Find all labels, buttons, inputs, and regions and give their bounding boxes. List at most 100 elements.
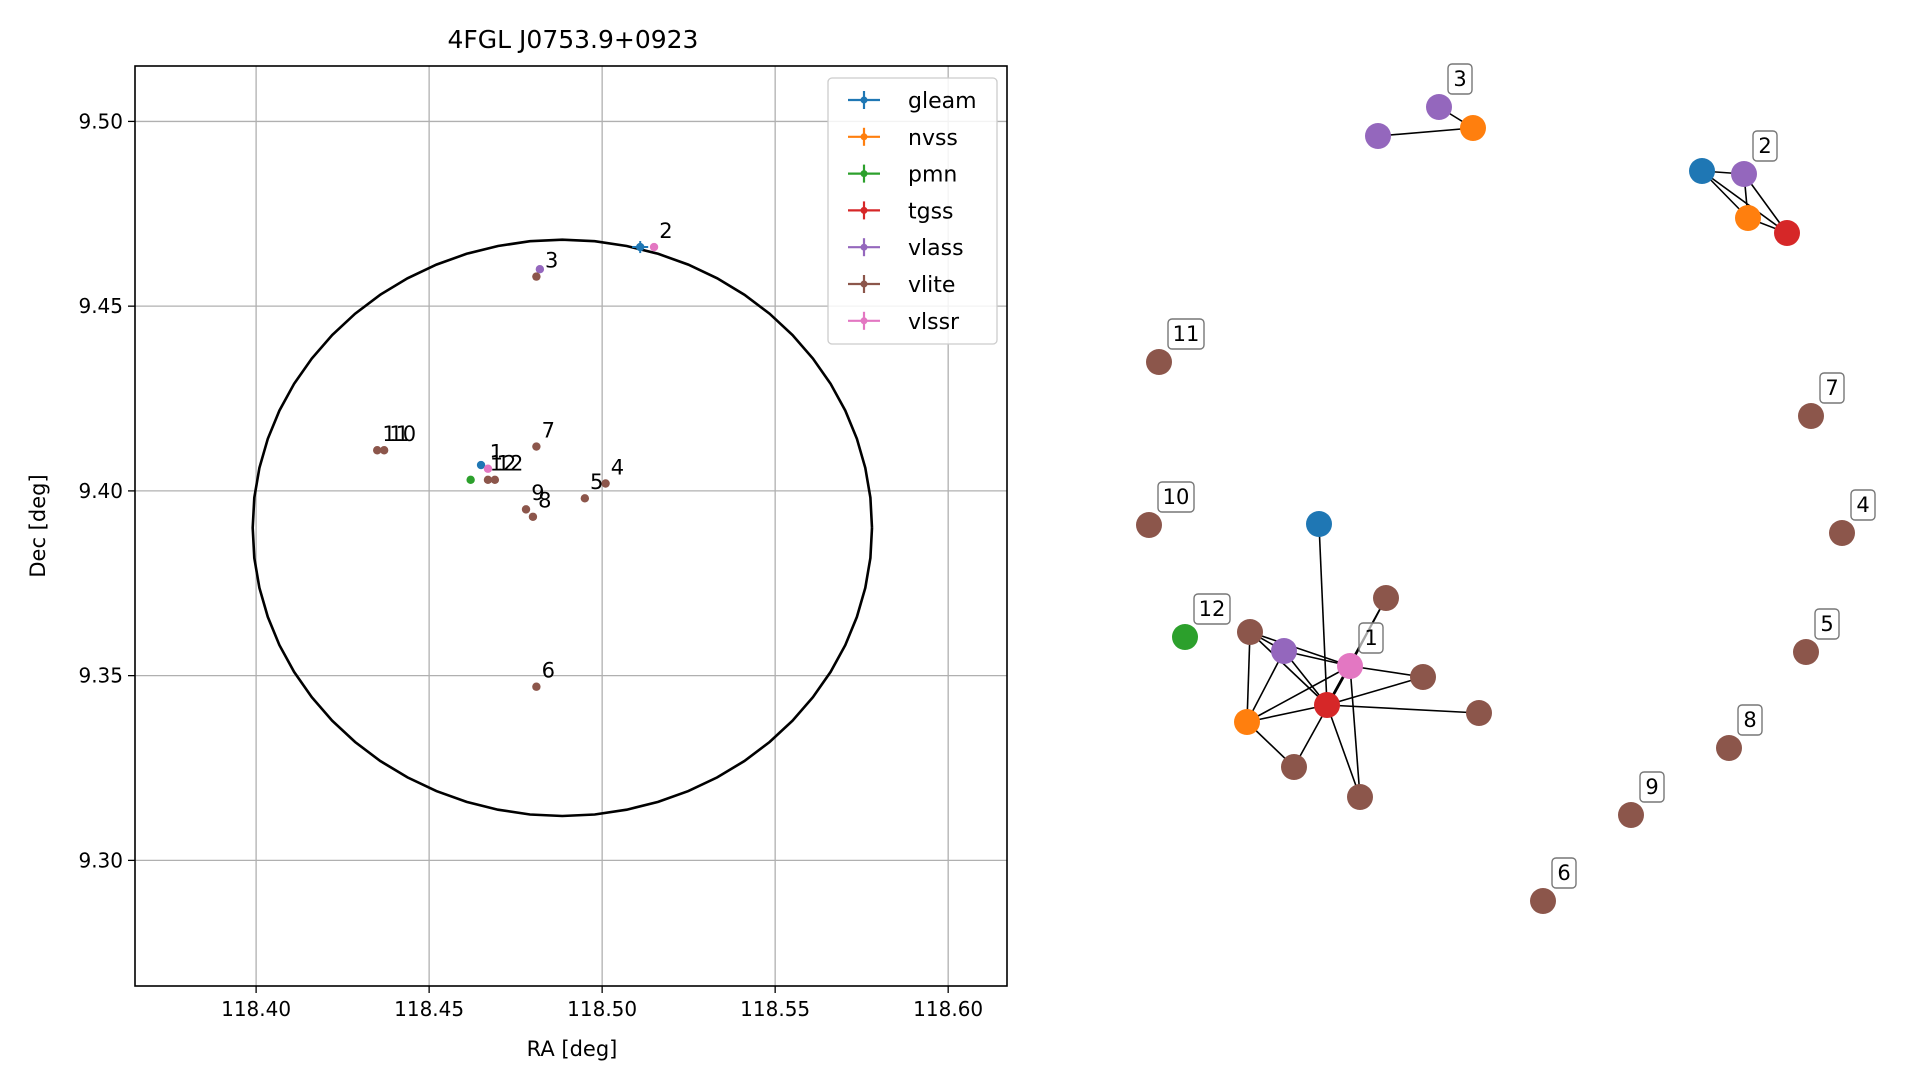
source-points-layer bbox=[373, 241, 659, 691]
point-vlite bbox=[483, 475, 493, 485]
point-vlite bbox=[521, 505, 531, 514]
legend-item-nvss: nvss bbox=[848, 126, 958, 151]
legend-box bbox=[827, 77, 998, 345]
network-label-box bbox=[1551, 857, 1577, 889]
point-gleam bbox=[476, 460, 486, 470]
network-edge bbox=[1318, 523, 1328, 706]
network-edge bbox=[1249, 631, 1351, 667]
point-label: 8 bbox=[538, 489, 551, 513]
network-edge bbox=[1349, 665, 1361, 798]
legend-swatch-vlite bbox=[860, 280, 868, 288]
network-label-text: 8 bbox=[1743, 708, 1756, 732]
network-node-vlite bbox=[1829, 520, 1855, 546]
point-vlite bbox=[532, 442, 541, 451]
network-node-nvss bbox=[1460, 115, 1486, 141]
network-edge bbox=[1246, 650, 1285, 723]
point-vlssr bbox=[483, 464, 493, 473]
network-label-box bbox=[1358, 622, 1384, 654]
point-vlite bbox=[528, 512, 538, 521]
legend-item-vlssr: vlssr bbox=[848, 310, 960, 335]
point-label: 7 bbox=[542, 418, 555, 442]
network-node-label: 11 bbox=[1167, 318, 1205, 350]
network-node-vlite bbox=[1281, 754, 1307, 780]
network-node-vlass bbox=[1731, 161, 1757, 187]
network-edge bbox=[1701, 170, 1788, 234]
x-tick-label: 118.60 bbox=[913, 997, 983, 1021]
legend-label-tgss: tgss bbox=[908, 199, 954, 224]
x-tick-label: 118.55 bbox=[740, 997, 810, 1021]
legend-swatch-gleam bbox=[860, 96, 868, 104]
legend-swatch-pmn bbox=[860, 170, 868, 178]
network-node-tgss bbox=[1314, 692, 1340, 718]
point-pmn bbox=[466, 475, 475, 485]
x-tick-label: 118.40 bbox=[221, 997, 291, 1021]
point-vlssr bbox=[649, 242, 659, 252]
legend-label-vlssr: vlssr bbox=[908, 310, 960, 335]
point-vlite bbox=[532, 682, 541, 691]
point-vlass bbox=[535, 265, 545, 274]
network-label-box bbox=[1639, 771, 1665, 803]
network-edge bbox=[1246, 665, 1351, 723]
network-label-box bbox=[1447, 63, 1473, 95]
network-label-text: 10 bbox=[1163, 485, 1190, 509]
point-label: 11 bbox=[382, 422, 409, 446]
position-ellipse-layer bbox=[251, 238, 874, 818]
network-node-vlite bbox=[1716, 735, 1742, 761]
legend-swatch-tgss bbox=[860, 206, 868, 214]
point-label: 6 bbox=[542, 658, 555, 682]
network-label-box bbox=[1193, 593, 1231, 625]
network-label-text: 3 bbox=[1453, 67, 1466, 91]
point-label: 12 bbox=[497, 452, 524, 476]
network-node-vlite bbox=[1793, 639, 1819, 665]
y-tick-label: 9.30 bbox=[78, 848, 123, 872]
network-edge bbox=[1246, 704, 1328, 723]
point-label: 12 bbox=[490, 452, 517, 476]
legend-label-nvss: nvss bbox=[908, 126, 958, 151]
point-label: 3 bbox=[545, 248, 558, 272]
network-node-nvss bbox=[1735, 205, 1761, 231]
network-label-box bbox=[1167, 318, 1205, 350]
plot-frame bbox=[134, 65, 1008, 987]
network-node-label: 2 bbox=[1752, 130, 1778, 162]
network-edge bbox=[1326, 676, 1424, 706]
network-node-label: 1 bbox=[1358, 622, 1384, 654]
point-label: 5 bbox=[590, 470, 603, 494]
y-tick-label: 9.40 bbox=[78, 479, 123, 503]
point-vlite bbox=[373, 446, 382, 455]
network-node-nvss bbox=[1234, 709, 1260, 735]
network-node-label: 12 bbox=[1193, 593, 1231, 625]
network-label-text: 4 bbox=[1856, 493, 1869, 517]
network-node-vlite bbox=[1798, 403, 1824, 429]
network-label-box bbox=[1819, 372, 1845, 404]
network-node-vlite bbox=[1347, 784, 1373, 810]
legend: gleam nvss pmn tgss vlass vlite vlssr bbox=[827, 77, 998, 345]
point-label: 4 bbox=[611, 455, 624, 479]
point-vlite bbox=[601, 479, 610, 488]
network-node-vlite bbox=[1410, 664, 1436, 690]
network-node-label: 7 bbox=[1819, 372, 1845, 404]
point-vlite bbox=[580, 494, 590, 503]
point-vlite bbox=[532, 272, 541, 281]
network-label-text: 5 bbox=[1820, 612, 1833, 636]
network-node-vlite bbox=[1466, 700, 1492, 726]
legend-swatch-nvss bbox=[860, 133, 868, 141]
x-tick-label: 118.45 bbox=[394, 997, 464, 1021]
network-label-text: 6 bbox=[1557, 861, 1570, 885]
network-node-vlite bbox=[1618, 802, 1644, 828]
legend-item-vlass: vlass bbox=[848, 236, 964, 261]
x-axis-ticks: 118.40 118.45 118.50 118.55 118.60 bbox=[221, 986, 983, 1021]
legend-item-vlite: vlite bbox=[848, 273, 955, 298]
network-label-text: 2 bbox=[1758, 134, 1771, 158]
y-tick-label: 9.45 bbox=[78, 294, 123, 318]
legend-item-tgss: tgss bbox=[848, 199, 954, 224]
legend-label-pmn: pmn bbox=[908, 163, 957, 188]
position-ellipse bbox=[251, 238, 874, 818]
network-label-box bbox=[1814, 608, 1840, 640]
legend-label-vlite: vlite bbox=[908, 273, 955, 298]
point-label: 9 bbox=[531, 481, 544, 505]
point-gleam bbox=[636, 242, 645, 252]
network-node-label: 5 bbox=[1814, 608, 1840, 640]
